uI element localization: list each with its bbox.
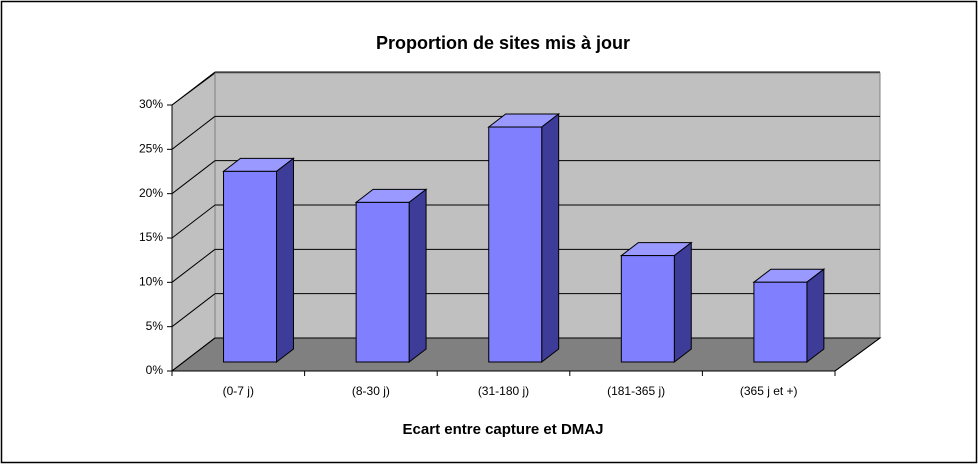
x-tick-label: (31-180 j) [478,384,529,398]
side-grid-line [171,248,216,283]
bar-side [806,268,825,364]
bar [488,126,543,363]
bar [355,201,410,363]
bar [223,170,278,363]
bars [222,113,826,364]
y-tick-label: 25% [139,142,163,156]
x-tick-label: (181-365 j) [607,384,665,398]
y-tick-label: 20% [139,186,163,200]
side-grid-line [171,115,216,150]
y-tick-label: 0% [146,363,164,377]
x-tick-label: (8-30 j) [352,384,390,398]
x-tick-label: (0-7 j) [223,384,254,398]
bar-side [541,113,560,364]
side-grid-line [171,293,216,328]
y-tick-label: 30% [139,97,163,111]
side-grid-line [171,160,216,195]
y-tick-label: 15% [139,230,163,244]
bar-side [673,241,692,364]
bar [753,281,808,363]
x-tick-label: (365 j et +) [740,384,798,398]
bar-side [408,188,427,364]
x-axis-title: Ecart entre capture et DMAJ [403,421,604,438]
side-grid-line [171,337,216,372]
side-grid-line [171,204,216,239]
y-tick-label: 10% [139,275,163,289]
bar [620,255,675,363]
y-tick-label: 5% [146,319,164,333]
bar-side [276,157,294,364]
side-grid-line [171,71,216,106]
chart-title: Proportion de sites mis à jour [376,33,630,53]
floor-edge [834,337,881,372]
